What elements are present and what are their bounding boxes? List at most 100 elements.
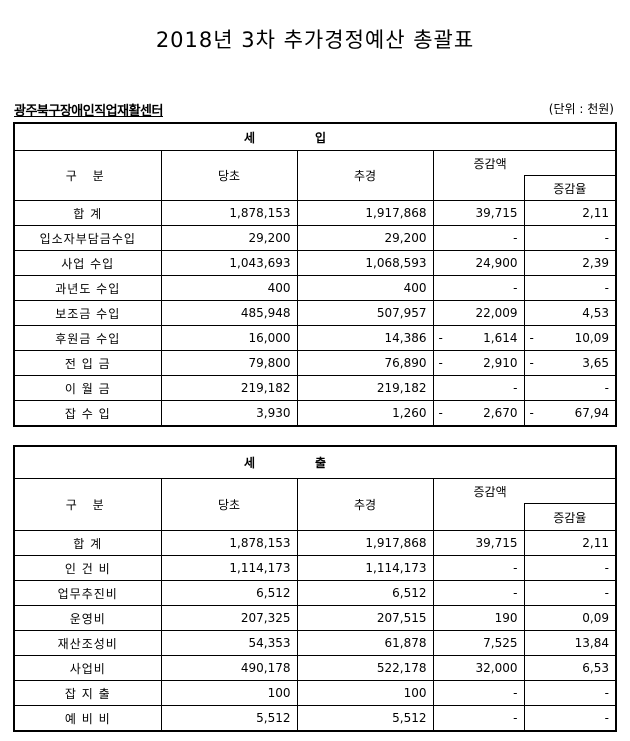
cell-rate: - xyxy=(523,580,617,606)
cell-original: 219,182 xyxy=(160,375,298,401)
cell-name: 후원금 수입 xyxy=(13,325,162,351)
cell-name: 합 계 xyxy=(13,200,162,226)
cell-original: 5,512 xyxy=(160,705,298,732)
cell-rate: 2,11 xyxy=(523,530,617,556)
cell-revised: 522,178 xyxy=(296,655,434,681)
cell-original: 100 xyxy=(160,680,298,706)
header-original: 당초 xyxy=(160,150,298,201)
cell-change: -2,670 xyxy=(432,400,525,427)
header-category: 구 분 xyxy=(13,150,162,201)
cell-rate: 0,09 xyxy=(523,605,617,631)
revenue-table: 세입 구 분 당초 추경 증감액 증감율 합 계 1,878,153 1,917,86… xyxy=(13,122,617,427)
cell-revised: 1,068,593 xyxy=(296,250,434,276)
table-row: 사업 수입 1,043,693 1,068,593 24,900 2,39 xyxy=(13,250,617,276)
cell-rate: 4,53 xyxy=(523,300,617,326)
cell-revised: 61,878 xyxy=(296,630,434,656)
cell-revised: 5,512 xyxy=(296,705,434,732)
cell-change: - xyxy=(432,275,525,301)
minus-sign: - xyxy=(529,331,534,345)
cell-name: 이 월 금 xyxy=(13,375,162,401)
cell-original: 1,114,173 xyxy=(160,555,298,581)
cell-change: 24,900 xyxy=(432,250,525,276)
header-row: 구 분 당초 추경 증감액 xyxy=(13,478,617,531)
header-row: 구 분 당초 추경 증감액 xyxy=(13,150,617,201)
cell-change: 190 xyxy=(432,605,525,631)
cell-original: 485,948 xyxy=(160,300,298,326)
cell-revised: 400 xyxy=(296,275,434,301)
minus-sign: - xyxy=(438,356,443,370)
cell-name: 사업 수입 xyxy=(13,250,162,276)
table-row: 인 건 비 1,114,173 1,114,173- - xyxy=(13,555,617,581)
table-row: 전 입 금 79,800 76,890-2,910-3,65 xyxy=(13,350,617,376)
cell-change: - xyxy=(432,555,525,581)
cell-revised: 100 xyxy=(296,680,434,706)
cell-original: 79,800 xyxy=(160,350,298,376)
cell-name: 보조금 수입 xyxy=(13,300,162,326)
table-row: 입소자부담금수입 29,200 29,200- - xyxy=(13,225,617,251)
cell-original: 6,512 xyxy=(160,580,298,606)
table-row: 과년도 수입 400 400- - xyxy=(13,275,617,301)
table-row: 업무추진비 6,512 6,512- - xyxy=(13,580,617,606)
minus-sign: - xyxy=(529,356,534,370)
cell-rate: - xyxy=(523,275,617,301)
cell-original: 490,178 xyxy=(160,655,298,681)
header-original: 당초 xyxy=(160,478,298,531)
cell-change: - xyxy=(432,225,525,251)
cell-name: 인 건 비 xyxy=(13,555,162,581)
table-row: 재산조성비 54,353 61,878 7,525 13,84 xyxy=(13,630,617,656)
header-revised: 추경 xyxy=(296,478,434,531)
cell-original: 1,878,153 xyxy=(160,200,298,226)
cell-name: 운영비 xyxy=(13,605,162,631)
cell-change: - xyxy=(432,375,525,401)
header-rate: 증감율 xyxy=(523,175,617,201)
cell-rate: 2,11 xyxy=(523,200,617,226)
unit-label: (단위 : 천원) xyxy=(548,102,614,116)
organization-name: 광주북구장애인직업재활센터 xyxy=(14,104,163,119)
cell-rate: - xyxy=(523,225,617,251)
header-change: 증감액 xyxy=(432,478,617,504)
cell-name: 사업비 xyxy=(13,655,162,681)
cell-rate: 6,53 xyxy=(523,655,617,681)
cell-name: 잡 지 출 xyxy=(13,680,162,706)
expenditure-table: 세출 구 분 당초 추경 증감액 증감율 합 계 1,878,153 1,917,86… xyxy=(13,445,617,732)
cell-revised: 1,917,868 xyxy=(296,530,434,556)
section-title: 세출 xyxy=(13,445,617,479)
table-row: 예 비 비 5,512 5,512- - xyxy=(13,705,617,732)
cell-change: 7,525 xyxy=(432,630,525,656)
header-revised: 추경 xyxy=(296,150,434,201)
cell-rate: 2,39 xyxy=(523,250,617,276)
cell-revised: 1,260 xyxy=(296,400,434,427)
cell-change: -2,910 xyxy=(432,350,525,376)
cell-name: 업무추진비 xyxy=(13,580,162,606)
cell-original: 1,878,153 xyxy=(160,530,298,556)
cell-rate: -10,09 xyxy=(523,325,617,351)
cell-revised: 1,114,173 xyxy=(296,555,434,581)
table-row: 보조금 수입 485,948 507,957 22,009 4,53 xyxy=(13,300,617,326)
cell-revised: 507,957 xyxy=(296,300,434,326)
table-row: 합 계 1,878,153 1,917,868 39,715 2,11 xyxy=(13,200,617,226)
cell-revised: 76,890 xyxy=(296,350,434,376)
cell-revised: 14,386 xyxy=(296,325,434,351)
cell-change: 22,009 xyxy=(432,300,525,326)
cell-revised: 207,515 xyxy=(296,605,434,631)
cell-rate: - xyxy=(523,680,617,706)
table-row: 후원금 수입 16,000 14,386-1,614-10,09 xyxy=(13,325,617,351)
header-category: 구 분 xyxy=(13,478,162,531)
cell-revised: 29,200 xyxy=(296,225,434,251)
cell-name: 합 계 xyxy=(13,530,162,556)
table-row: 사업비 490,178 522,178 32,000 6,53 xyxy=(13,655,617,681)
header-change: 증감액 xyxy=(432,150,617,176)
cell-original: 3,930 xyxy=(160,400,298,427)
cell-name: 재산조성비 xyxy=(13,630,162,656)
cell-rate: 13,84 xyxy=(523,630,617,656)
cell-revised: 219,182 xyxy=(296,375,434,401)
cell-change: - xyxy=(432,705,525,732)
cell-rate: -3,65 xyxy=(523,350,617,376)
section-title-row: 세출 xyxy=(13,445,617,479)
cell-revised: 6,512 xyxy=(296,580,434,606)
cell-change: -1,614 xyxy=(432,325,525,351)
cell-name: 전 입 금 xyxy=(13,350,162,376)
table-row: 합 계 1,878,153 1,917,868 39,715 2,11 xyxy=(13,530,617,556)
section-title-row: 세입 xyxy=(13,122,617,151)
table-row: 이 월 금 219,182 219,182- - xyxy=(13,375,617,401)
